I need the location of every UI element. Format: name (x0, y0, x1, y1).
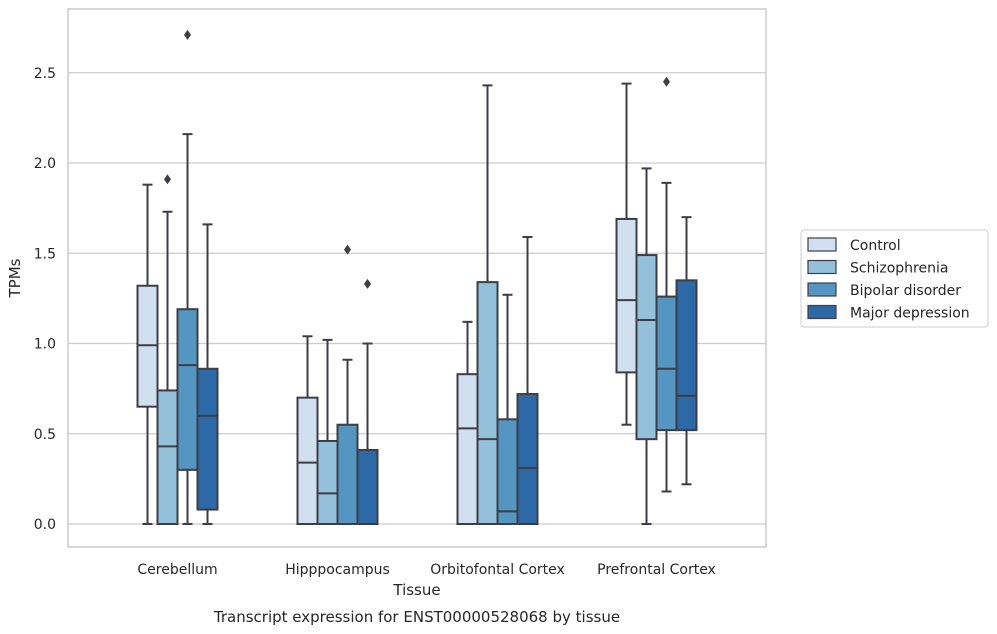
box (675, 279, 698, 432)
x-tick-labels: Cerebellum Hipppocampus Orbitofontal Corte… (137, 562, 715, 578)
outlier-point (184, 29, 191, 40)
legend-label: Schizophrenia (850, 261, 948, 277)
outlier-point (164, 174, 171, 185)
box (456, 373, 479, 525)
box (356, 448, 379, 525)
legend-label: Major depression (850, 306, 970, 322)
legend-swatch (807, 259, 837, 275)
outlier-point (344, 244, 351, 255)
box (316, 439, 339, 525)
boxes (136, 29, 698, 526)
box (176, 308, 199, 471)
box (336, 423, 359, 526)
y-tick-label: 0.5 (34, 427, 56, 443)
y-tick-label: 0.0 (34, 517, 56, 533)
box (476, 281, 499, 525)
legend-frame (800, 229, 989, 328)
box (635, 254, 658, 441)
box (615, 217, 638, 374)
legend-label: Bipolar disorder (850, 283, 961, 299)
legend-swatch (807, 237, 837, 252)
x-tick-label: Cerebellum (137, 562, 217, 578)
chart-caption: Transcript expression for ENST0000052806… (213, 608, 620, 626)
y-tick-labels: 0.0 0.5 1.0 1.5 2.0 2.5 (34, 66, 56, 533)
outlier-point (364, 278, 371, 289)
x-tick-label: Orbitofontal Cortex (430, 562, 565, 578)
x-tick-label: Prefrontal Cortex (597, 562, 716, 578)
y-tick-label: 2.5 (34, 66, 56, 82)
x-tick-label: Hipppocampus (285, 562, 390, 578)
y-tick-label: 1.0 (34, 337, 56, 353)
outlier-point (663, 76, 670, 87)
legend-swatch (807, 282, 837, 297)
box (196, 367, 219, 511)
box (655, 295, 678, 432)
box (156, 389, 179, 525)
box (516, 393, 539, 526)
box (296, 396, 319, 525)
y-tick-label: 1.5 (34, 246, 56, 262)
y-tick-label: 2.0 (34, 156, 56, 172)
x-axis-label: Tissue (392, 581, 440, 599)
legend-label: Control (850, 238, 901, 254)
box (496, 418, 519, 525)
legend-swatch (807, 304, 837, 320)
y-axis-label: TPMs (6, 258, 24, 298)
legend: Control Schizophrenia Bipolar disorder Majo… (800, 229, 989, 328)
